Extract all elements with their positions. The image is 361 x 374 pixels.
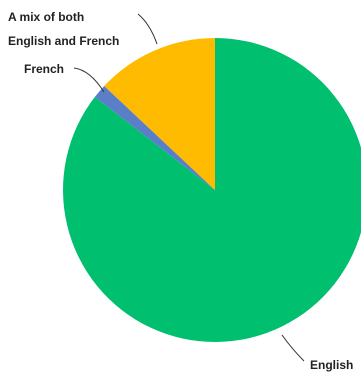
slice-label-mix-line-2: English and French: [8, 34, 119, 48]
slice-label-mix-line-1: A mix of both: [8, 10, 84, 24]
pie-slice-a-mix-of-both-english-and-french: [104, 38, 215, 190]
leader-line-french: [73, 67, 105, 93]
leader-line-english: [281, 334, 305, 362]
pie-slice-french: [94, 85, 215, 190]
pie-slices: [63, 38, 361, 342]
leader-line-mix: [137, 13, 158, 45]
slice-label-mix: A mix of both English and French: [8, 10, 119, 48]
pie-slice-english: [63, 38, 361, 342]
slice-label-english: English: [310, 358, 353, 372]
slice-label-french: French: [24, 62, 64, 76]
